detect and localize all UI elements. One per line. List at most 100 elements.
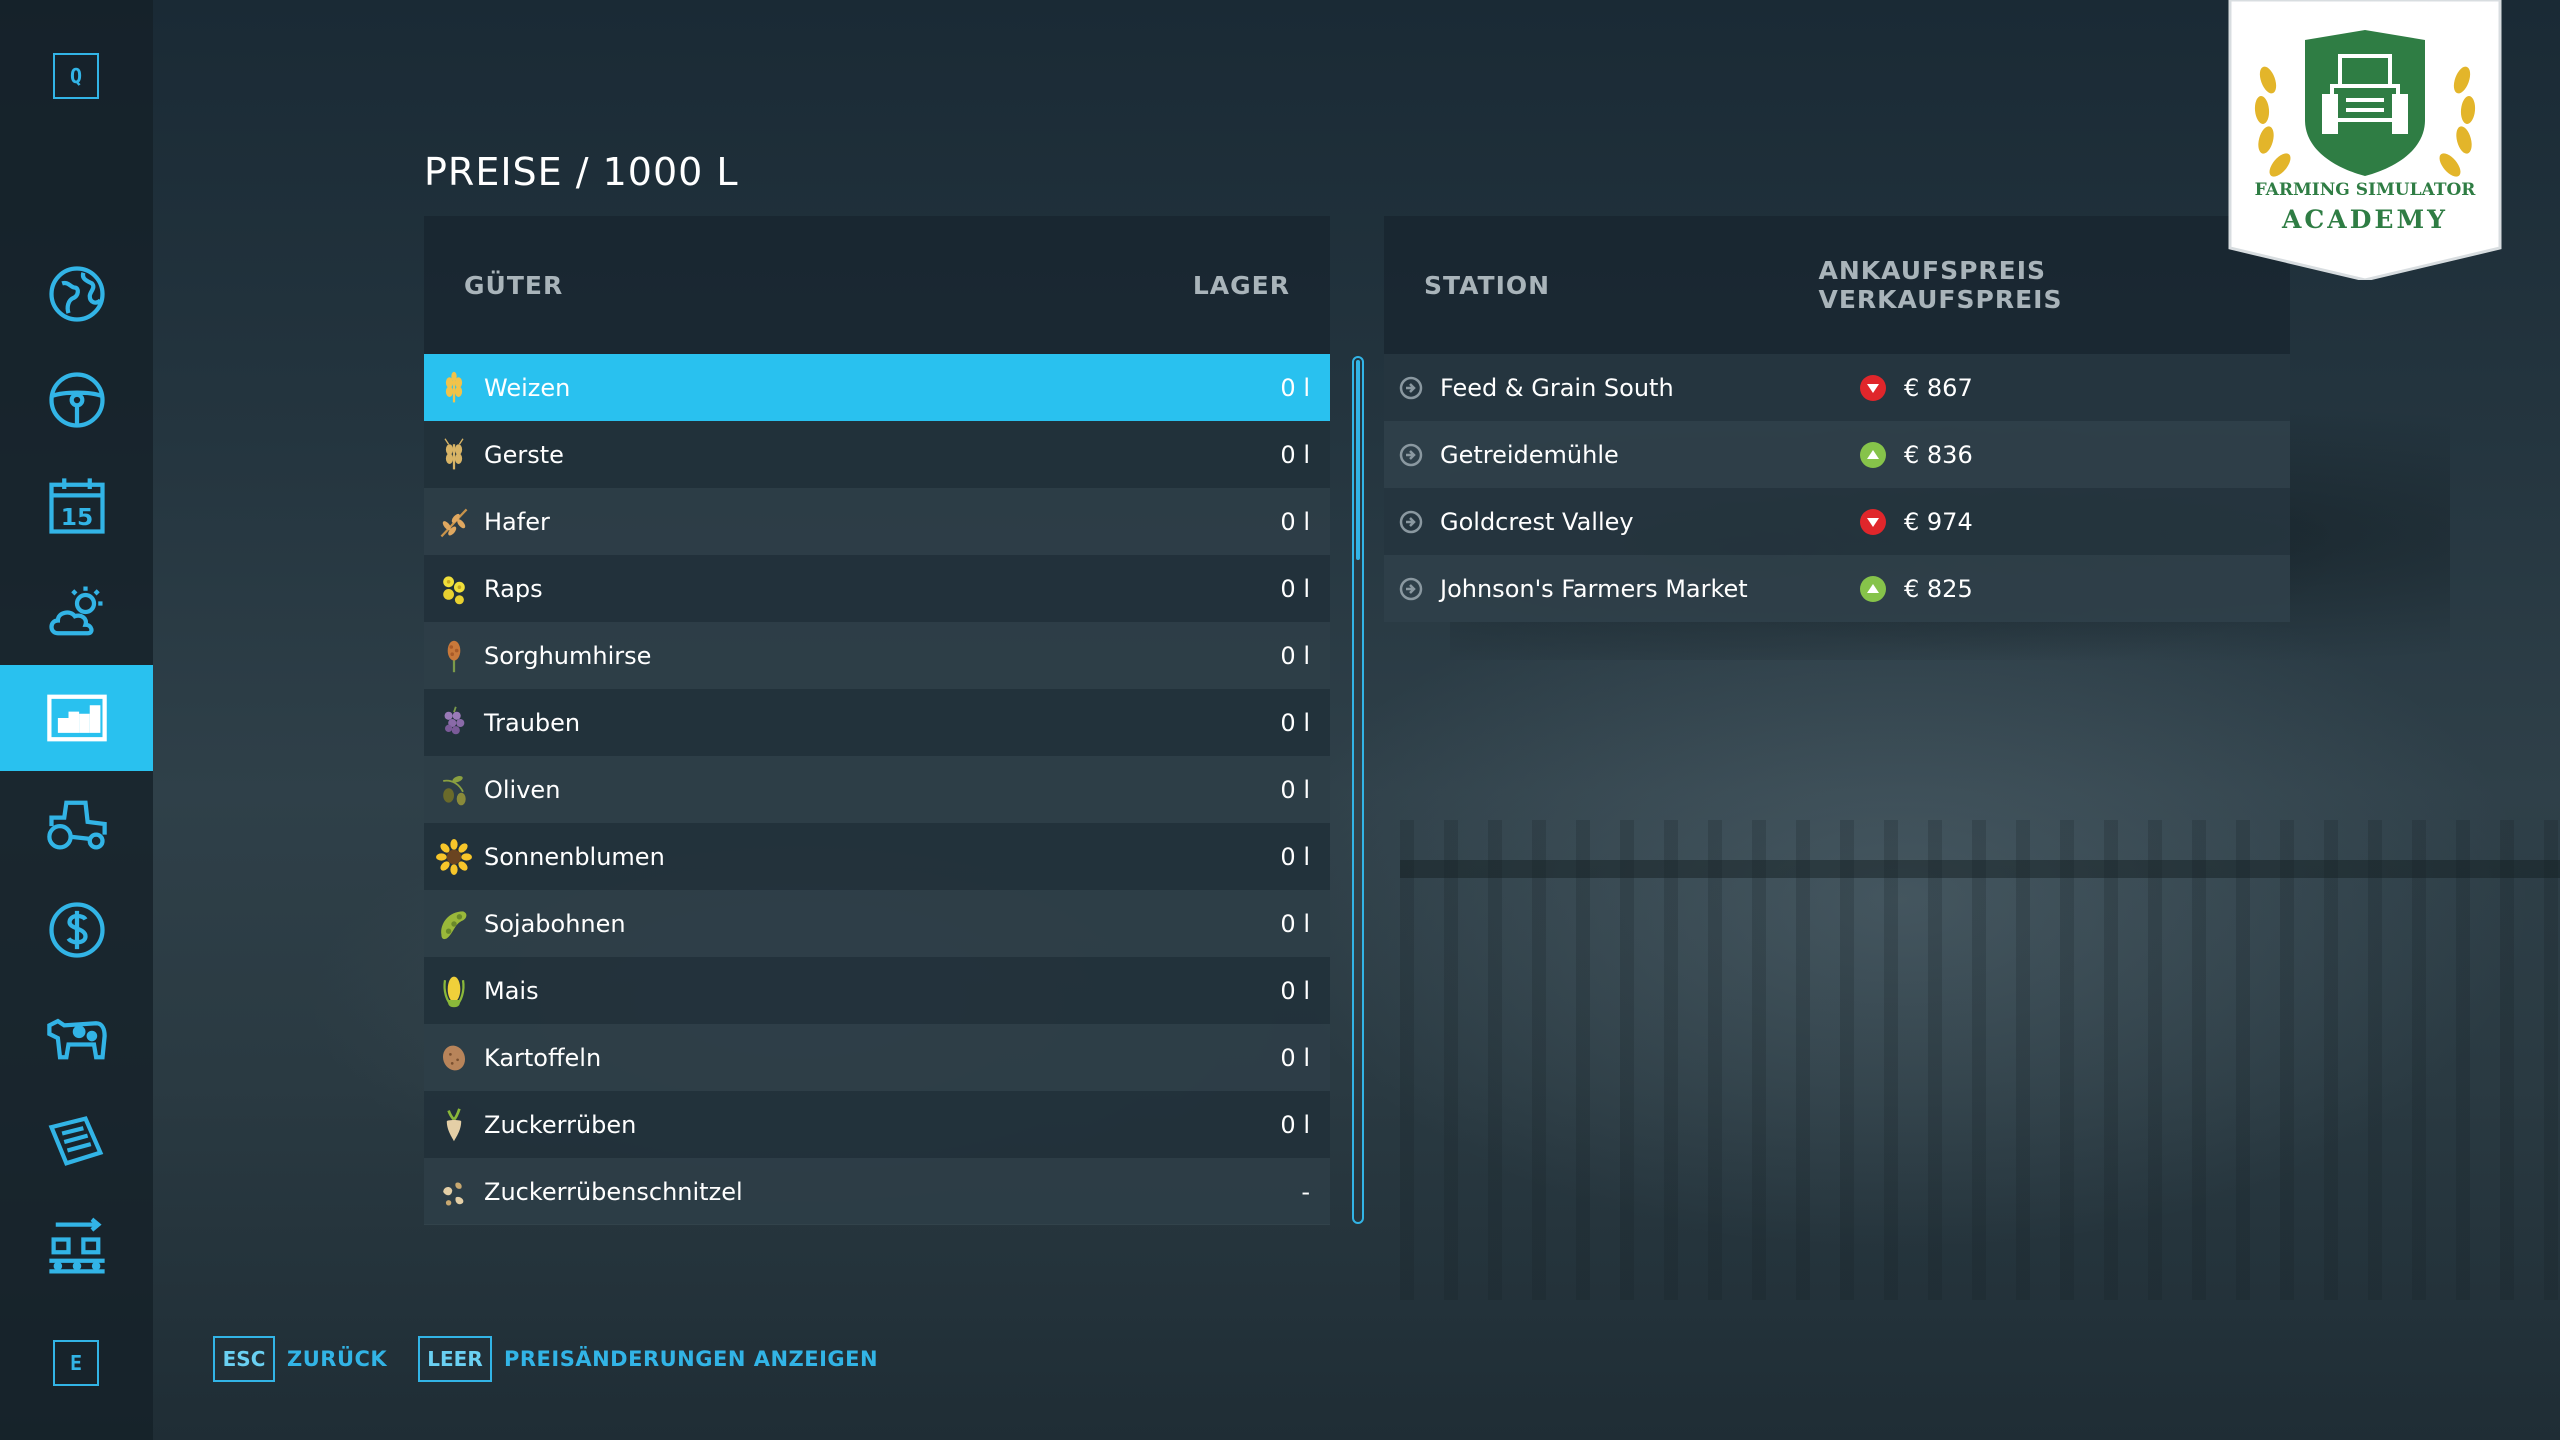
sidebar-item-contracts[interactable] (0, 1089, 153, 1195)
goods-list-panel: GÜTER LAGER Weizen 0 l Gerste 0 l Hafer … (424, 216, 1330, 1225)
goods-stock: 0 l (1280, 373, 1310, 402)
prev-page-key[interactable]: Q (53, 53, 99, 99)
station-column-header: STATION (1424, 270, 1551, 300)
goods-stock: 0 l (1280, 775, 1310, 804)
stock-column-header: LAGER (1192, 270, 1290, 300)
goods-name: Kartoffeln (484, 1043, 602, 1072)
goods-name: Gerste (484, 440, 564, 469)
goods-stock: 0 l (1280, 641, 1310, 670)
station-row[interactable]: Getreidemühle € 836 (1384, 421, 2290, 488)
station-row[interactable]: Johnson's Farmers Market € 825 (1384, 555, 2290, 622)
sidebar-item-finances[interactable] (0, 877, 153, 983)
sidebar-item-calendar[interactable]: 15 (0, 453, 153, 559)
goods-name: Trauben (484, 708, 581, 737)
back-hint[interactable]: ESC ZURÜCK (213, 1336, 387, 1382)
goods-row-gerste[interactable]: Gerste 0 l (424, 421, 1330, 488)
goods-row-sojabohnen[interactable]: Sojabohnen 0 l (424, 890, 1330, 957)
back-label[interactable]: ZURÜCK (287, 1347, 388, 1371)
badge-line1: FARMING SIMULATOR (2255, 180, 2477, 200)
cow-icon (46, 1018, 107, 1060)
goods-name: Sorghumhirse (484, 641, 652, 670)
goods-name: Zuckerrüben (484, 1110, 637, 1139)
goods-row-hafer[interactable]: Hafer 0 l (424, 488, 1330, 555)
goods-row-zuckerrueben[interactable]: Zuckerrüben 0 l (424, 1091, 1330, 1158)
goods-column-header: GÜTER (464, 270, 564, 300)
station-price: € 867 (1904, 373, 1973, 402)
goods-stock: 0 l (1280, 440, 1310, 469)
goods-name: Hafer (484, 507, 550, 536)
goods-row-kartoffeln[interactable]: Kartoffeln 0 l (424, 1024, 1330, 1091)
sugarbeet-icon (434, 1105, 474, 1145)
goods-name: Mais (484, 976, 539, 1005)
sell-point-icon (1396, 576, 1426, 602)
sidebar: Q 15 (0, 0, 153, 1440)
globe-map-icon (48, 266, 105, 322)
sidebar-item-production[interactable] (0, 1195, 153, 1301)
price-changes-label[interactable]: PREISÄNDERUNGEN ANZEIGEN (504, 1347, 879, 1371)
price-up-icon (1860, 441, 1886, 468)
wheat-icon (434, 368, 474, 408)
station-name: Getreidemühle (1440, 440, 1619, 469)
station-name: Johnson's Farmers Market (1440, 574, 1748, 603)
station-name: Goldcrest Valley (1440, 507, 1634, 536)
svg-text:15: 15 (60, 503, 93, 531)
goods-row-mais[interactable]: Mais 0 l (424, 957, 1330, 1024)
tractor-front-icon (2322, 54, 2408, 134)
sidebar-item-map[interactable] (0, 241, 153, 347)
page-title: PREISE / 1000 L (424, 150, 739, 194)
badge-line2: ACADEMY (2281, 205, 2448, 234)
goods-stock: - (1301, 1177, 1310, 1206)
goods-stock: 0 l (1280, 1043, 1310, 1072)
goods-name: Zuckerrübenschnitzel (484, 1177, 743, 1206)
sell-point-icon (1396, 442, 1426, 468)
next-page-key[interactable]: E (53, 1340, 99, 1386)
grapes-icon (434, 703, 474, 743)
price-down-icon (1860, 508, 1886, 535)
oat-icon (434, 502, 474, 542)
tractor-icon (46, 800, 107, 850)
goods-scrollbar-thumb[interactable] (1356, 360, 1360, 560)
goods-row-zuckerruebenschnitzel[interactable]: Zuckerrübenschnitzel - (424, 1158, 1330, 1225)
esc-key[interactable]: ESC (213, 1336, 275, 1382)
station-list-header: STATION ANKAUFSPREIS VERKAUFSPREIS (1384, 216, 2290, 354)
space-key[interactable]: LEER (418, 1336, 492, 1382)
academy-badge[interactable]: FARMING SIMULATOR ACADEMY (2228, 0, 2502, 282)
goods-scrollbar[interactable] (1352, 356, 1364, 1224)
contracts-icon (48, 1116, 103, 1166)
background-fence (1400, 820, 2560, 1300)
goods-stock: 0 l (1280, 507, 1310, 536)
goods-stock: 0 l (1280, 708, 1310, 737)
goods-name: Raps (484, 574, 543, 603)
calendar-icon: 15 (48, 478, 105, 534)
price-down-icon (1860, 374, 1886, 401)
sidebar-item-garage[interactable] (0, 771, 153, 877)
goods-row-raps[interactable]: Raps 0 l (424, 555, 1330, 622)
goods-row-sonnenblumen[interactable]: Sonnenblumen 0 l (424, 823, 1330, 890)
canola-icon (434, 569, 474, 609)
goods-stock: 0 l (1280, 842, 1310, 871)
station-row[interactable]: Feed & Grain South € 867 (1384, 354, 2290, 421)
sunflower-icon (434, 837, 474, 877)
goods-name: Oliven (484, 775, 561, 804)
sorghum-icon (434, 636, 474, 676)
prices-column-header: ANKAUFSPREIS VERKAUFSPREIS (1818, 256, 2063, 314)
sidebar-item-animals[interactable] (0, 983, 153, 1089)
station-row[interactable]: Goldcrest Valley € 974 (1384, 488, 2290, 555)
shield-icon (2305, 30, 2425, 176)
station-prices-panel: STATION ANKAUFSPREIS VERKAUFSPREIS Feed … (1384, 216, 2290, 622)
steering-wheel-icon (48, 372, 105, 428)
sidebar-item-prices[interactable] (0, 665, 153, 771)
goods-row-oliven[interactable]: Oliven 0 l (424, 756, 1330, 823)
station-price: € 825 (1904, 574, 1973, 603)
goods-row-weizen[interactable]: Weizen 0 l (424, 354, 1330, 421)
price-changes-hint[interactable]: LEER PREISÄNDERUNGEN ANZEIGEN (418, 1336, 878, 1382)
goods-stock: 0 l (1280, 976, 1310, 1005)
goods-row-sorghumhirse[interactable]: Sorghumhirse 0 l (424, 622, 1330, 689)
sidebar-item-weather[interactable] (0, 559, 153, 665)
goods-list-header: GÜTER LAGER (424, 216, 1330, 354)
station-price: € 974 (1904, 507, 1973, 536)
sidebar-item-vehicles[interactable] (0, 347, 153, 453)
goods-row-trauben[interactable]: Trauben 0 l (424, 689, 1330, 756)
prices-chart-icon (46, 694, 107, 742)
sell-point-icon (1396, 375, 1426, 401)
